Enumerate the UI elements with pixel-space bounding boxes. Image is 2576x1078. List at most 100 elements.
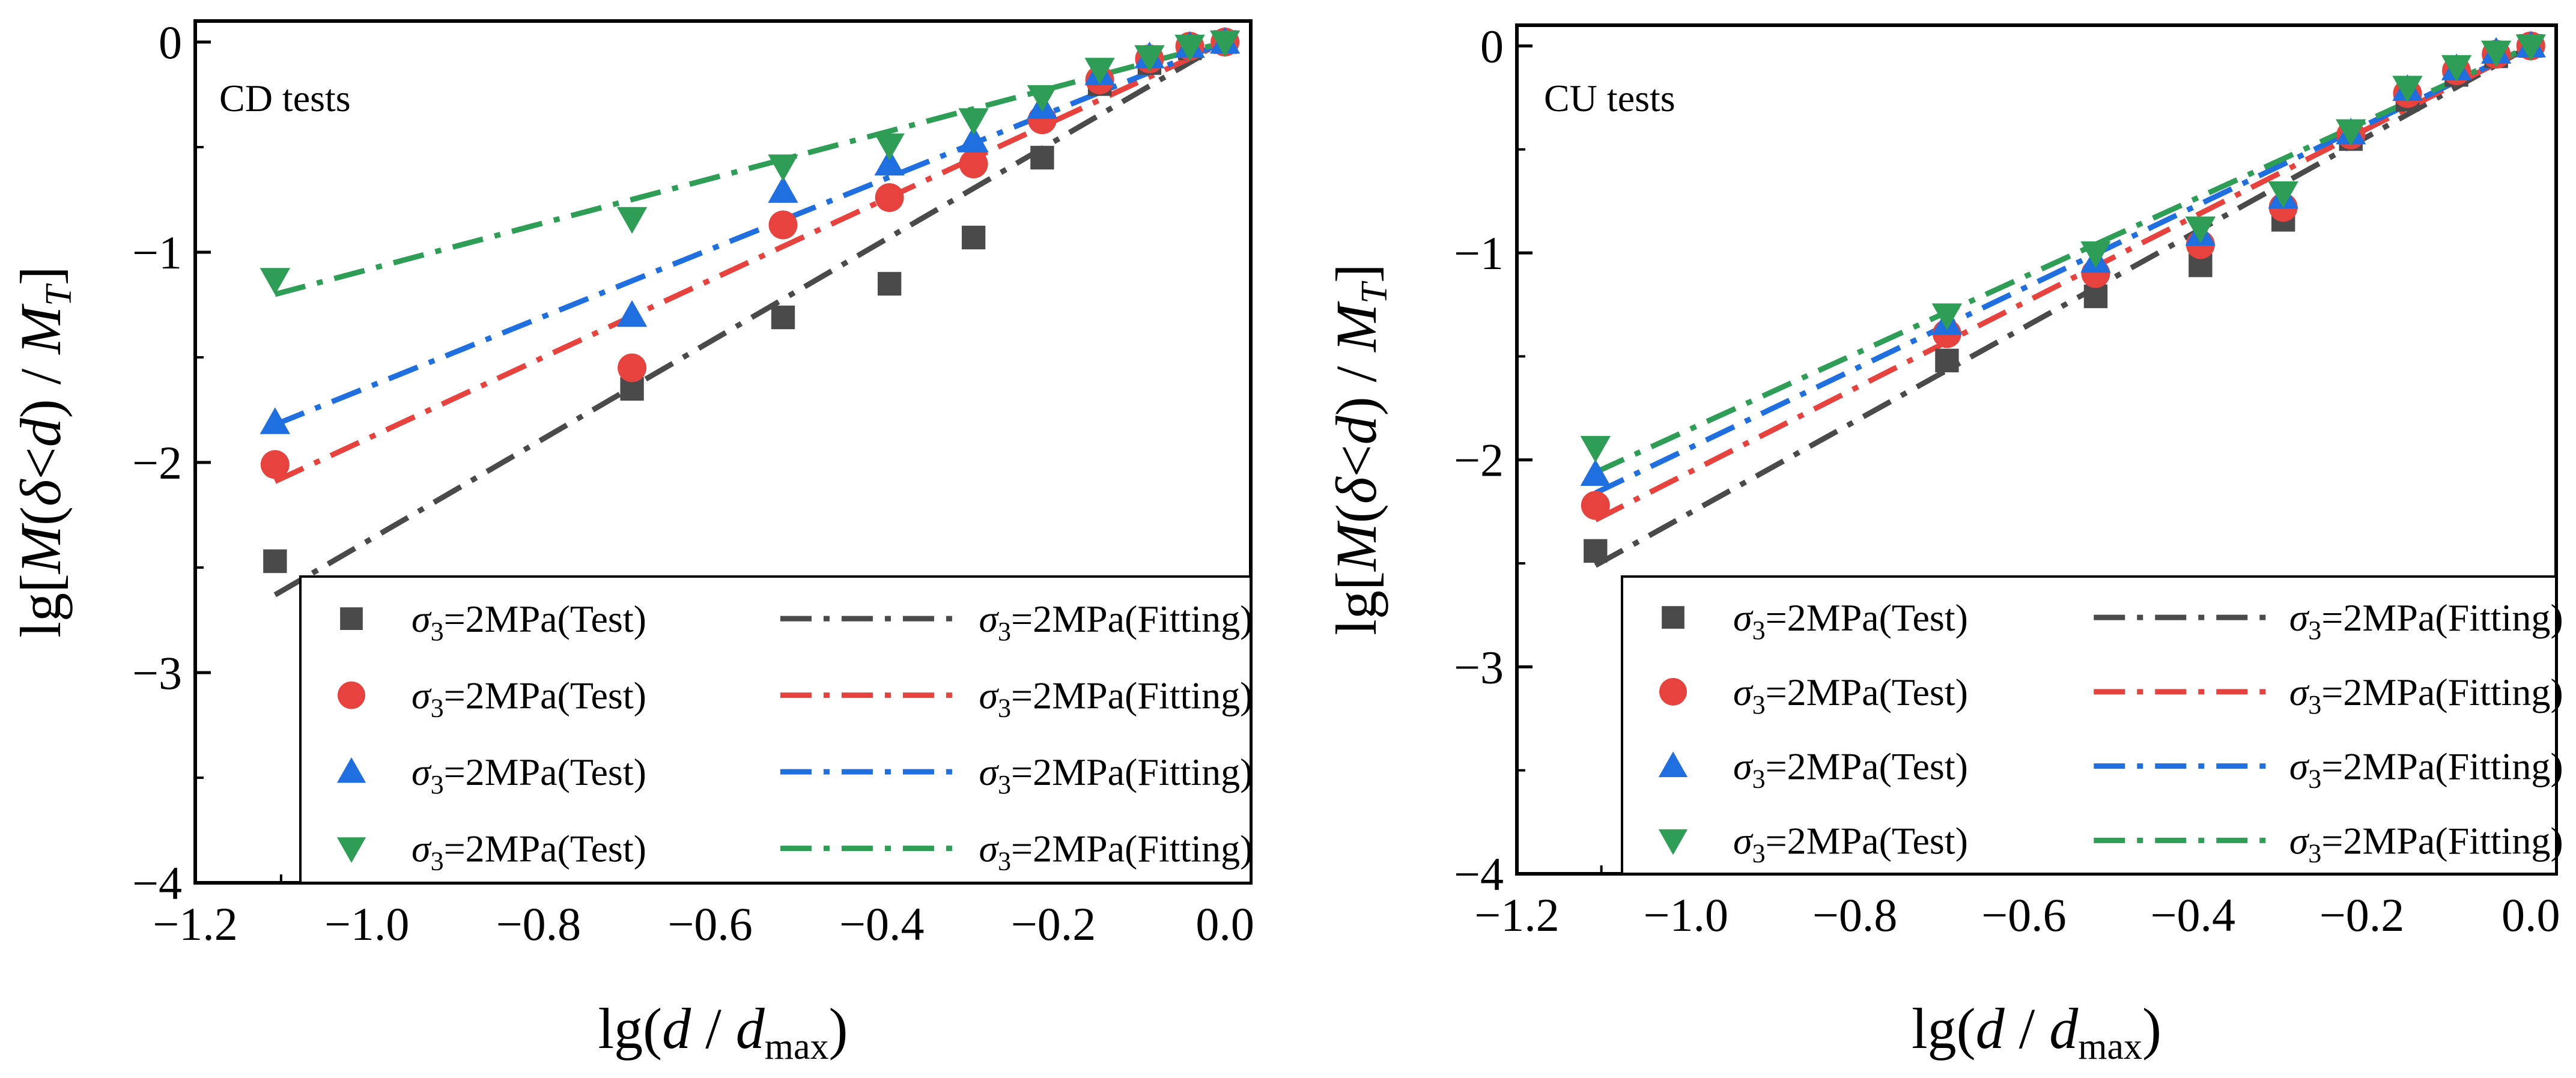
data-point — [2336, 119, 2366, 146]
fitting-line-4 — [1594, 43, 2532, 475]
x-tick-label: −0.6 — [1981, 889, 2067, 941]
legend-fitting-label: σ3=2MPa(Fitting) — [979, 828, 1253, 876]
data-point — [618, 353, 647, 383]
data-point — [616, 300, 648, 327]
data-point — [616, 207, 648, 234]
legend-fitting-label: σ3=2MPa(Fitting) — [2289, 745, 2563, 794]
fitting-line-3 — [1594, 43, 2532, 495]
data-point — [1580, 459, 1611, 486]
data-point — [2080, 241, 2111, 268]
legend-fitting-label: σ3=2MPa(Fitting) — [979, 598, 1253, 646]
test-series-1 — [1584, 34, 2543, 563]
y-tick-label: 0 — [159, 16, 182, 68]
y-tick-label: −3 — [132, 647, 182, 699]
data-point — [1209, 30, 1241, 58]
legend-fitting-label: σ3=2MPa(Fitting) — [2289, 671, 2563, 719]
y-tick-label: −1 — [1454, 227, 1504, 279]
legend-fitting-label: σ3=2MPa(Fitting) — [2289, 596, 2563, 645]
legend-test-label: σ3=2MPa(Test) — [412, 828, 646, 876]
data-point — [1931, 303, 1963, 330]
legend-fitting-label: σ3=2MPa(Fitting) — [979, 674, 1253, 723]
legend-marker — [1658, 829, 1688, 855]
data-point — [877, 271, 902, 296]
fitting-line-2 — [1594, 43, 2532, 522]
fitting-line-1 — [273, 40, 1227, 598]
data-point — [1584, 539, 1608, 563]
x-axis-title: lg(d / dmax) — [598, 996, 848, 1067]
data-point — [260, 450, 290, 479]
y-tick-label: −1 — [132, 226, 182, 279]
y-tick-label: −4 — [132, 857, 182, 909]
legend-fitting-label: σ3=2MPa(Fitting) — [979, 751, 1253, 799]
legend-frame — [299, 575, 1252, 884]
legend-test-label: σ3=2MPa(Test) — [1733, 819, 1968, 868]
legend-marker — [1662, 606, 1684, 629]
y-axis-title: lg[M(δ<d) / MT] — [8, 266, 79, 637]
data-point — [771, 305, 795, 330]
x-axis-title: lg(d / dmax) — [1912, 996, 2161, 1067]
x-tick-label: −0.2 — [2319, 889, 2405, 941]
fitting-line-2 — [273, 39, 1227, 484]
x-tick-label: −0.4 — [839, 898, 925, 950]
data-point — [2515, 34, 2547, 61]
legend-marker — [1659, 677, 1687, 706]
test-series-4 — [1580, 34, 2547, 463]
x-tick-label: −0.8 — [496, 898, 582, 950]
data-point — [260, 268, 291, 295]
data-point — [2185, 216, 2216, 243]
legend: σ3=2MPa(Test) σ3=2MPa(Fitting) σ3=2MPa(Tes… — [1621, 575, 2563, 875]
legend-test-label: σ3=2MPa(Test) — [1733, 671, 1968, 719]
legend-marker — [338, 681, 365, 709]
legend-test-label: σ3=2MPa(Test) — [412, 674, 646, 723]
data-point — [1030, 145, 1054, 170]
legend-marker — [336, 757, 366, 783]
legend-test-label: σ3=2MPa(Test) — [1733, 596, 1968, 645]
data-point — [1174, 34, 1205, 62]
data-point — [260, 407, 291, 434]
y-axis-title: lg[M(δ<d) / MT] — [1324, 264, 1395, 635]
legend-test-label: σ3=2MPa(Test) — [412, 598, 646, 646]
data-point — [2392, 76, 2423, 103]
data-point — [958, 126, 989, 153]
data-point — [1581, 491, 1610, 520]
data-point — [874, 133, 905, 160]
fitting-line-3 — [274, 39, 1226, 428]
test-series-2 — [1581, 31, 2545, 520]
x-tick-label: −1.0 — [324, 898, 410, 950]
data-point — [875, 183, 904, 212]
data-point — [961, 225, 986, 250]
data-point — [768, 154, 798, 181]
legend-marker — [340, 607, 363, 630]
legend-fitting-label: σ3=2MPa(Fitting) — [2289, 819, 2563, 868]
data-point — [1084, 58, 1115, 85]
chart-panel-2: −1.2 −1.0 −0.8 −0.6 −0.4 −0.2 0.0 −4 −3 −2 −1 0 CU t… — [1324, 20, 2563, 1067]
test-series-1 — [263, 30, 1237, 574]
x-tick-label: −1.0 — [1644, 889, 1729, 941]
data-point — [2441, 55, 2472, 82]
x-tick-label: 0.0 — [1195, 898, 1254, 950]
y-tick-label: −2 — [132, 437, 182, 489]
y-tick-label: −4 — [1454, 848, 1504, 900]
y-tick-label: −2 — [1454, 434, 1504, 486]
x-tick-label: −0.2 — [1011, 898, 1096, 950]
legend: σ3=2MPa(Test) σ3=2MPa(Fitting) σ3=2MPa(Tes… — [299, 575, 1253, 884]
data-point — [1134, 45, 1165, 72]
legend-frame — [1621, 575, 2557, 875]
panel-title: CU tests — [1544, 77, 1675, 120]
data-point — [2268, 181, 2298, 208]
data-point — [1580, 435, 1611, 463]
data-point — [2083, 284, 2108, 309]
data-point — [1027, 85, 1058, 112]
x-tick-label: −0.6 — [667, 898, 753, 950]
y-tick-label: −3 — [1454, 641, 1504, 693]
panel-title: CD tests — [219, 77, 351, 120]
fitting-line-4 — [274, 39, 1226, 297]
data-point — [263, 549, 287, 574]
x-tick-label: −1.2 — [1474, 889, 1560, 941]
legend-test-label: σ3=2MPa(Test) — [412, 751, 646, 799]
y-tick-label: 0 — [1480, 20, 1504, 72]
x-tick-label: −1.2 — [153, 898, 238, 950]
data-point — [874, 148, 905, 176]
test-series-4 — [260, 30, 1241, 295]
legend-test-label: σ3=2MPa(Test) — [1733, 745, 1968, 794]
